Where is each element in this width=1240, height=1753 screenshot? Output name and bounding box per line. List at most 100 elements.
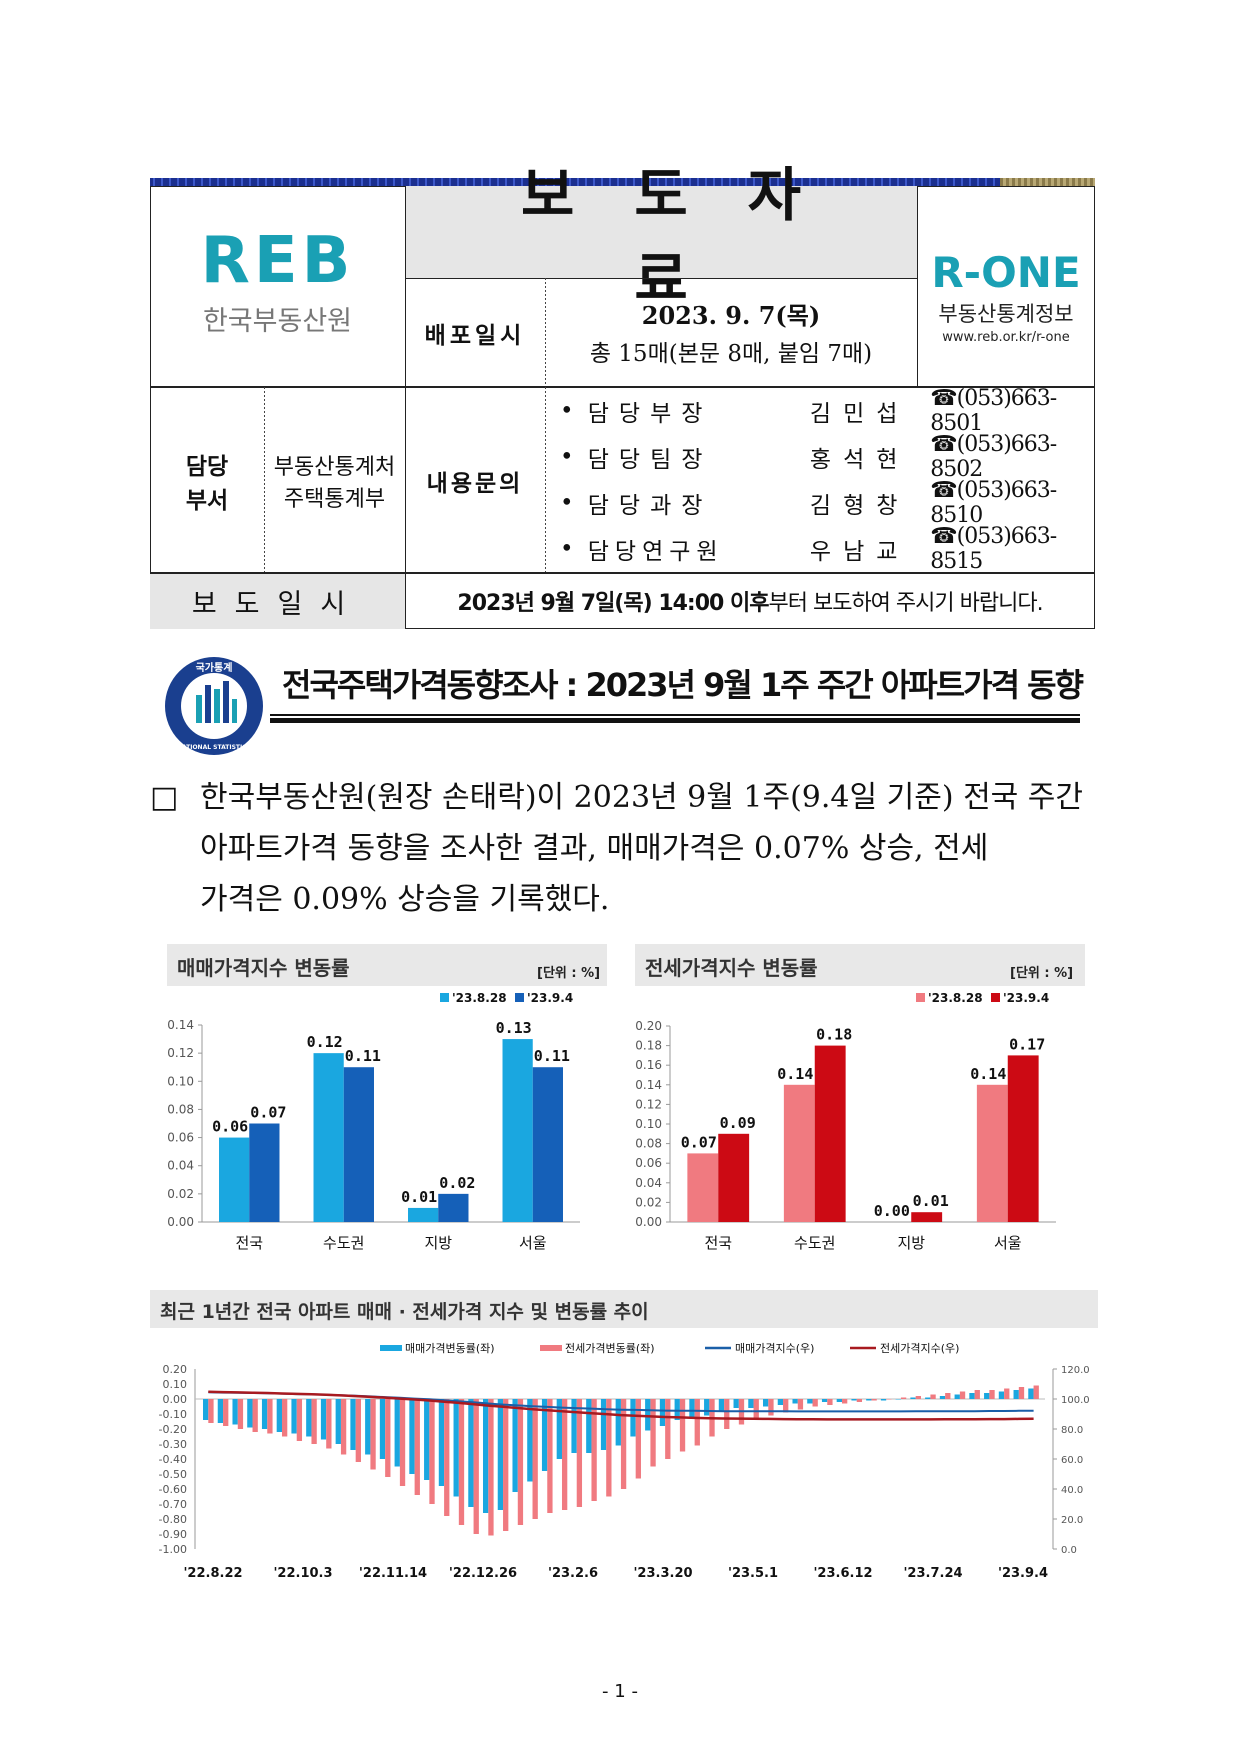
- bullet-dot: •: [560, 398, 574, 424]
- y-tick-label: 0.14: [167, 1018, 194, 1032]
- contact-role: 담당부장: [587, 401, 713, 427]
- legend-label: '23.9.4: [527, 991, 573, 1005]
- data-label: 0.14: [777, 1065, 813, 1083]
- legend-swatch: [440, 993, 449, 1002]
- legend-swatch: [380, 1345, 402, 1351]
- bar: [502, 1039, 533, 1222]
- jeonse-change-bar: [886, 1399, 892, 1400]
- sale-change-bar: [998, 1391, 1005, 1399]
- bar: [343, 1067, 374, 1222]
- jeonse-change-bar: [945, 1393, 951, 1399]
- title-underline: [270, 714, 1080, 716]
- sale-change-bar: [350, 1399, 356, 1450]
- bar: [313, 1053, 344, 1222]
- sale-change-bar: [925, 1397, 931, 1399]
- y-right-tick-label: 100.0: [1061, 1395, 1090, 1406]
- data-label: 0.12: [307, 1033, 343, 1051]
- y-tick-label: 0.06: [167, 1131, 194, 1145]
- sale-change-bar: [247, 1399, 253, 1428]
- jeonse-change-chart: 0.00 0.02 0.04 0.06 0.08 0.10 0.12 0.14 0.16 0.18…: [635, 991, 1056, 1252]
- y-right-tick-label: 20.0: [1061, 1515, 1083, 1526]
- bullet-box: □: [150, 780, 179, 815]
- data-label: 0.07: [250, 1104, 286, 1122]
- data-label: 0.13: [496, 1019, 532, 1037]
- y-tick-label: 0.18: [635, 1039, 662, 1053]
- contact-tel: ☎(053)663-8502: [930, 432, 1057, 482]
- x-tick-label: '22.10.3: [273, 1566, 332, 1581]
- jeonse-index-line: [208, 1390, 1034, 1421]
- jeonse-change-bar: [650, 1399, 656, 1467]
- national-statistics-logo: 국가통계 NATIONAL STATISTICS: [163, 655, 265, 757]
- sale-change-bar: [556, 1399, 562, 1459]
- x-tick-label: '23.7.24: [903, 1566, 962, 1581]
- jeonse-change-bar: [768, 1399, 774, 1416]
- contact-name: 김민섭: [809, 401, 910, 427]
- sale-change-bar: [689, 1399, 695, 1417]
- y-tick-label: 0.00: [635, 1215, 662, 1229]
- category-label: 지방: [424, 1234, 452, 1252]
- y-tick-label: 0.04: [635, 1176, 662, 1190]
- stat-logo-top: 국가통계: [195, 662, 233, 674]
- sale-change-bar: [969, 1393, 975, 1399]
- embargo-rest: 부터 보도하여 주시기 바랍니다.: [768, 591, 1043, 616]
- sale-change-bar: [512, 1399, 518, 1492]
- contact-role: 담당과장: [587, 493, 713, 519]
- jeonse-change-bar: [959, 1391, 966, 1399]
- sale-change-bar: [468, 1399, 474, 1507]
- data-label: 0.01: [401, 1188, 437, 1206]
- jeonse-chart-title: 전세가격지수 변동률: [645, 956, 818, 980]
- jeonse-chart-title-bar: [635, 944, 1085, 986]
- x-tick-label: '23.6.12: [813, 1566, 872, 1581]
- legend-label: 매매가격지수(우): [735, 1342, 814, 1355]
- reb-org-name: 한국부동산원: [202, 305, 353, 337]
- bar: [249, 1123, 280, 1222]
- header-decor-bar-end: [1000, 178, 1095, 186]
- y-tick-label: 0.02: [167, 1187, 194, 1201]
- category-label: 서울: [994, 1234, 1022, 1252]
- jeonse-change-bar: [429, 1399, 435, 1504]
- sale-change-bar: [836, 1399, 842, 1402]
- bullet-dot: •: [560, 444, 574, 470]
- y-left-tick-label: 0.10: [163, 1378, 188, 1391]
- y-left-tick-label: -0.30: [159, 1438, 187, 1451]
- y-left-tick-label: -0.10: [159, 1408, 187, 1421]
- trend-chart-title: 최근 1년간 전국 아파트 매매 · 전세가격 지수 및 변동률 추이: [160, 1301, 649, 1323]
- jeonse-change-bar: [444, 1399, 450, 1516]
- sale-change-bar: [821, 1399, 828, 1402]
- contact-row: • 담당과장 김형창 ☎(053)663-8510: [560, 478, 1095, 528]
- doc-type-cell: 보도자료: [405, 161, 917, 313]
- data-label: 0.01: [913, 1192, 949, 1210]
- jeonse-change-bar: [856, 1399, 863, 1402]
- jeonse-change-bar: [974, 1390, 980, 1399]
- dept-name-1: 부동산통계처: [273, 454, 396, 480]
- jeonse-change-bar: [679, 1399, 686, 1452]
- legend-swatch: [991, 993, 1000, 1002]
- reb-logo: REB: [200, 224, 355, 298]
- sale-change-bar: [733, 1399, 739, 1408]
- jeonse-change-bar: [591, 1399, 597, 1501]
- y-left-tick-label: -0.40: [159, 1453, 187, 1466]
- y-tick-label: 0.16: [635, 1058, 662, 1072]
- sale-change-bar: [910, 1397, 916, 1399]
- y-tick-label: 0.10: [167, 1074, 194, 1088]
- category-label: 전국: [235, 1234, 263, 1252]
- release-info: 2023. 9. 7(목) 총 15매(본문 8매, 붙임 7매): [545, 278, 917, 387]
- embargo-label-cell: [150, 573, 405, 629]
- embargo-datetime: 2023년 9월 7일(목) 14:00 이후: [457, 591, 769, 616]
- sale-change-bar: [379, 1399, 386, 1459]
- sale-change-bar: [261, 1399, 268, 1429]
- bar: [976, 1084, 1008, 1222]
- y-right-tick-label: 60.0: [1061, 1455, 1083, 1466]
- page-title: 전국주택가격동향조사 : 2023년 9월 1주 주간 아파트가격 동향: [282, 666, 1084, 704]
- sale-change-bar: [748, 1399, 754, 1408]
- contact-row: • 담당부장 김민섭 ☎(053)663-8501: [560, 386, 1095, 436]
- sale-change-bar: [851, 1399, 857, 1401]
- category-label: 전국: [704, 1234, 732, 1252]
- bar: [687, 1153, 719, 1222]
- jeonse-change-bar: [267, 1399, 273, 1434]
- jeonse-change-bar: [620, 1399, 627, 1489]
- y-tick-label: 0.20: [635, 1019, 662, 1033]
- jeonse-change-bar: [458, 1399, 465, 1525]
- sale-change-bar: [763, 1399, 769, 1407]
- bar: [438, 1193, 469, 1222]
